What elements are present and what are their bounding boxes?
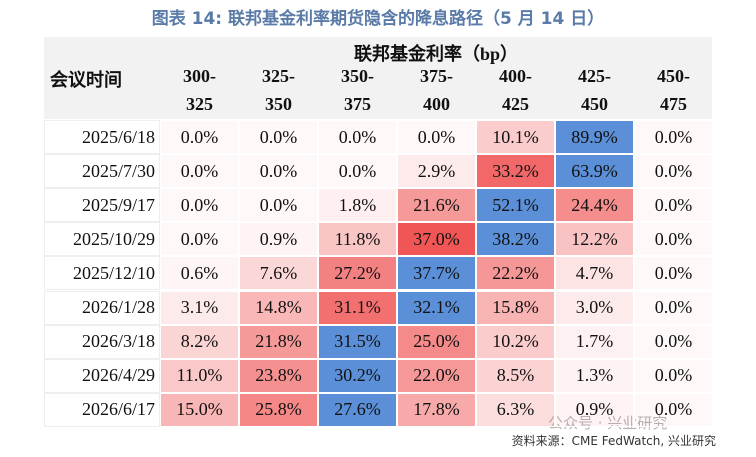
value-cell: 0.0% [634, 256, 713, 291]
value-cell: 89.9% [555, 120, 634, 155]
value-cell: 0.9% [239, 222, 318, 257]
column-header: 300- [183, 66, 216, 86]
value-cell: 21.8% [239, 324, 318, 359]
value-cell: 30.2% [318, 358, 397, 393]
date-cell: 2025/7/30 [44, 154, 160, 189]
value-cell: 0.0% [634, 392, 713, 427]
value-cell: 0.0% [634, 222, 713, 257]
value-cell: 0.0% [318, 154, 397, 189]
date-cell: 2025/9/17 [44, 188, 160, 223]
value-cell: 0.0% [634, 120, 713, 155]
value-cell: 22.0% [397, 358, 476, 393]
value-cell: 8.5% [476, 358, 555, 393]
row-header: 会议时间 [50, 70, 122, 90]
value-cell: 38.2% [476, 222, 555, 257]
value-cell: 10.2% [476, 324, 555, 359]
title: 图表 14: 联邦基金利率期货隐含的降息路径（5 月 14 日） [151, 9, 605, 29]
column-header: 375- [420, 66, 453, 86]
column-header: 450- [657, 66, 690, 86]
value-cell: 52.1% [476, 188, 555, 223]
column-header: 400 [423, 94, 450, 114]
value-cell: 4.7% [555, 256, 634, 291]
value-cell: 3.1% [160, 290, 239, 325]
value-cell: 0.0% [239, 188, 318, 223]
value-cell: 8.2% [160, 324, 239, 359]
value-cell: 0.9% [555, 392, 634, 427]
value-cell: 0.0% [160, 222, 239, 257]
column-header: 450 [581, 94, 608, 114]
value-cell: 0.0% [397, 120, 476, 155]
value-cell: 7.6% [239, 256, 318, 291]
value-cell: 32.1% [397, 290, 476, 325]
value-cell: 15.8% [476, 290, 555, 325]
column-header: 400- [499, 66, 532, 86]
value-cell: 22.2% [476, 256, 555, 291]
date-cell: 2026/4/29 [44, 358, 160, 393]
value-cell: 27.2% [318, 256, 397, 291]
value-cell: 11.8% [318, 222, 397, 257]
column-header: 475 [660, 94, 687, 114]
value-cell: 0.0% [634, 290, 713, 325]
value-cell: 12.2% [555, 222, 634, 257]
value-cell: 17.8% [397, 392, 476, 427]
value-cell: 1.8% [318, 188, 397, 223]
value-cell: 37.0% [397, 222, 476, 257]
value-cell: 0.0% [634, 154, 713, 189]
value-cell: 0.0% [634, 358, 713, 393]
source: 资料来源：CME FedWatch, 兴业研究 [511, 434, 716, 448]
value-cell: 27.6% [318, 392, 397, 427]
date-cell: 2026/6/17 [44, 392, 160, 427]
date-cell: 2026/1/28 [44, 290, 160, 325]
value-cell: 0.0% [160, 188, 239, 223]
value-cell: 0.0% [239, 120, 318, 155]
column-header: 350- [341, 66, 374, 86]
value-cell: 31.1% [318, 290, 397, 325]
value-cell: 25.8% [239, 392, 318, 427]
value-cell: 0.0% [160, 120, 239, 155]
value-cell: 33.2% [476, 154, 555, 189]
value-cell: 0.0% [160, 154, 239, 189]
value-cell: 0.6% [160, 256, 239, 291]
value-cell: 37.7% [397, 256, 476, 291]
date-cell: 2025/6/18 [44, 120, 160, 155]
column-header: 425 [502, 94, 529, 114]
value-cell: 15.0% [160, 392, 239, 427]
value-cell: 21.6% [397, 188, 476, 223]
value-cell: 24.4% [555, 188, 634, 223]
value-cell: 0.0% [634, 324, 713, 359]
value-cell: 1.3% [555, 358, 634, 393]
value-cell: 25.0% [397, 324, 476, 359]
value-cell: 0.0% [634, 188, 713, 223]
value-cell: 23.8% [239, 358, 318, 393]
group-header: 联邦基金利率（bp） [353, 44, 519, 64]
header-background [44, 37, 712, 119]
value-cell: 0.0% [318, 120, 397, 155]
column-header: 325- [262, 66, 295, 86]
value-cell: 63.9% [555, 154, 634, 189]
value-cell: 31.5% [318, 324, 397, 359]
date-cell: 2026/3/18 [44, 324, 160, 359]
value-cell: 1.7% [555, 324, 634, 359]
value-cell: 0.0% [239, 154, 318, 189]
date-cell: 2025/12/10 [44, 256, 160, 291]
value-cell: 14.8% [239, 290, 318, 325]
watermark: 公众号 · 兴业研究 [548, 414, 668, 432]
column-header: 375 [344, 94, 371, 114]
date-cell: 2025/10/29 [44, 222, 160, 257]
column-header: 425- [578, 66, 611, 86]
value-cell: 11.0% [160, 358, 239, 393]
value-cell: 2.9% [397, 154, 476, 189]
value-cell: 3.0% [555, 290, 634, 325]
column-header: 350 [265, 94, 292, 114]
column-header: 325 [186, 94, 213, 114]
value-cell: 6.3% [476, 392, 555, 427]
value-cell: 10.1% [476, 120, 555, 155]
